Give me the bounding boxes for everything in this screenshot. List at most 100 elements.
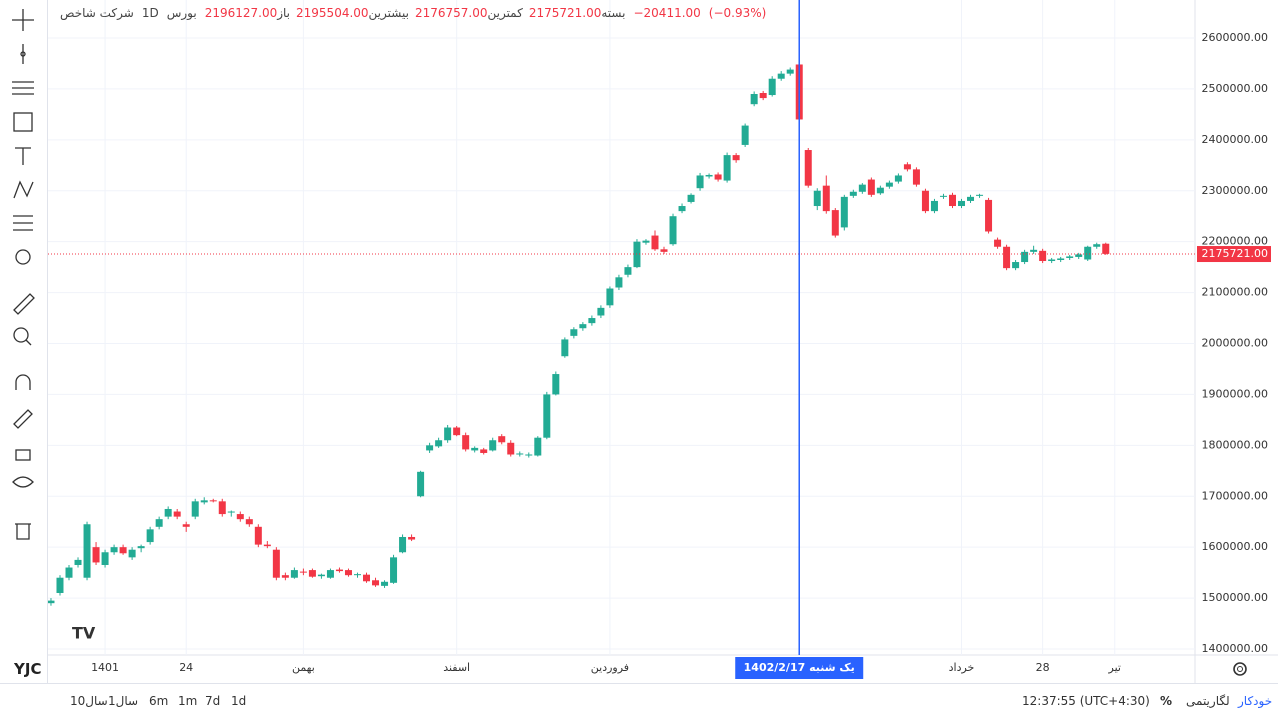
y-tick-label: 1500000.00 [1202, 591, 1268, 604]
candle-body [831, 210, 839, 236]
ohlc-item: باز2196127.00 [205, 6, 290, 20]
candle-body [200, 500, 208, 503]
hlines-tool[interactable] [12, 81, 34, 95]
delete-tool[interactable] [15, 523, 31, 540]
candle-body [308, 570, 316, 577]
candle-body [1030, 249, 1038, 252]
y-tick-label: 2600000.00 [1202, 31, 1268, 44]
candle-body [191, 501, 199, 517]
range-button[interactable]: 1d [231, 694, 247, 708]
y-tick-label: 1600000.00 [1202, 540, 1268, 553]
candle-body [723, 155, 731, 181]
range-button[interactable]: 1m [178, 694, 198, 708]
ruler-tool[interactable] [13, 293, 35, 315]
candle-body [1048, 259, 1056, 262]
candle-body [579, 324, 587, 329]
candle-body [624, 267, 632, 275]
zoom-tool[interactable] [13, 327, 32, 346]
candle-body [353, 574, 361, 576]
lock-tool[interactable] [15, 449, 31, 461]
line-tool[interactable] [20, 44, 26, 64]
y-tick-label: 1700000.00 [1202, 489, 1268, 502]
candle-body [92, 547, 100, 563]
candle-body [227, 511, 235, 513]
crosshair-label: 1402/2/17 یک شنبه [744, 661, 855, 674]
candle-body [74, 559, 82, 565]
lock-draw-tool[interactable] [13, 409, 33, 429]
candle-body [272, 549, 280, 578]
candle-body [894, 175, 902, 182]
candle-body [317, 574, 325, 577]
candle-body [534, 437, 542, 456]
candle-body [1003, 246, 1011, 269]
candle-body [930, 200, 938, 212]
candle-body [741, 125, 749, 145]
candle-body [471, 447, 479, 451]
candle-body [65, 567, 73, 578]
y-tick-label: 1400000.00 [1202, 642, 1268, 655]
market: بورس [166, 6, 197, 20]
hide-tool[interactable] [12, 476, 34, 488]
emoji-tool[interactable] [15, 249, 31, 265]
candle-body [660, 249, 668, 252]
candle-body [119, 547, 127, 554]
shape-tool[interactable] [13, 112, 33, 132]
candle-body [335, 569, 343, 572]
bottom-toolbar: 10سال 1سال 6m 1m 7d 1d 12:37:55 (UTC+4:30) % … [0, 683, 1278, 718]
range-button[interactable]: 7d [205, 694, 221, 708]
range-button[interactable]: 10سال [70, 694, 108, 708]
candle-body [976, 194, 984, 196]
pattern-tool[interactable] [13, 180, 34, 199]
candle-body [344, 570, 352, 576]
crosshair-box [735, 657, 864, 679]
candle-body [299, 571, 307, 573]
candle-body [939, 195, 947, 197]
range-button[interactable]: 6m [149, 694, 169, 708]
candle-body [804, 150, 812, 186]
candle-body [561, 339, 569, 357]
candle-body [921, 190, 929, 212]
candle-body [822, 185, 830, 212]
auto-toggle[interactable]: خودکار [1238, 694, 1273, 708]
x-tick-label: تیر [1108, 661, 1121, 674]
candle-body [651, 235, 659, 250]
y-tick-label: 2200000.00 [1202, 235, 1268, 248]
candle-body [1084, 246, 1092, 260]
candle-body [480, 449, 488, 453]
candle-body [128, 549, 136, 558]
candle-body [363, 574, 371, 582]
text-tool[interactable] [15, 147, 31, 165]
candle-body [101, 552, 109, 565]
log-toggle[interactable]: لگاریتمی [1186, 694, 1230, 708]
ohlc-label: باز [277, 6, 291, 20]
candle-body [570, 329, 578, 336]
prediction-tool[interactable] [13, 215, 33, 231]
candle-body [435, 440, 443, 447]
candle-body [209, 500, 217, 502]
x-tick-label: 28 [1036, 661, 1050, 674]
candle-body [47, 600, 55, 604]
percent-toggle[interactable]: % [1160, 694, 1173, 708]
crosshair-tool[interactable] [12, 9, 34, 31]
candle-body [245, 519, 253, 525]
candle-body [326, 570, 334, 578]
range-button[interactable]: 1سال [108, 694, 139, 708]
toolbar-icons [12, 9, 35, 540]
candle-body [606, 288, 614, 306]
candle-body [885, 182, 893, 187]
candle-body [552, 374, 560, 395]
logo: TV [72, 624, 96, 643]
candle-body [462, 435, 470, 450]
candle-body [948, 194, 956, 207]
candle-body [426, 445, 434, 451]
candle-body [1012, 262, 1020, 269]
candle-body [1093, 244, 1101, 247]
interval: 1D [141, 6, 159, 20]
legend-header: شرکت شاخص 1D بورس باز2196127.00 بیشترین21… [60, 6, 766, 20]
settings-icon[interactable] [1233, 662, 1247, 676]
magnet-tool[interactable] [15, 374, 31, 390]
candle-body [985, 199, 993, 232]
candle-body [588, 318, 596, 324]
ohlc: باز2196127.00 بیشترین2195504.00 کمترین2176… [205, 6, 626, 20]
candle-body [696, 175, 704, 189]
